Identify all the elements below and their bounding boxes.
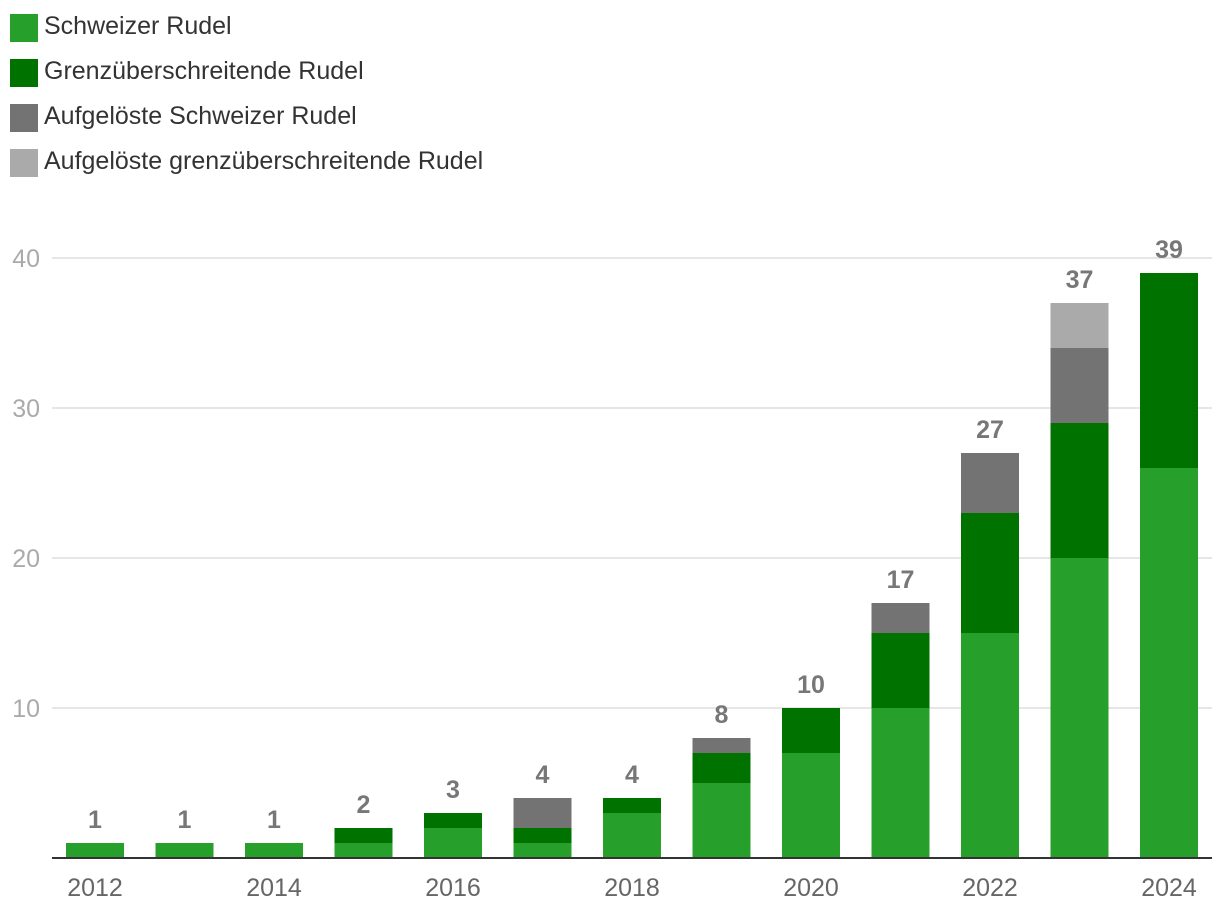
bar-2020-series-1: [782, 708, 840, 753]
total-label-2017: 4: [536, 761, 550, 789]
bar-2013-series-0: [155, 843, 214, 858]
total-label-2024: 39: [1155, 236, 1183, 264]
bar-2023-series-2: [1050, 348, 1109, 423]
bar-2019-series-0: [692, 783, 751, 858]
bar-2021-series-0: [871, 708, 930, 858]
bar-2022-series-0: [961, 633, 1019, 858]
x-tick-label: 2022: [962, 874, 1018, 902]
bar-2018-series-1: [603, 798, 661, 813]
y-tick-label: 40: [12, 245, 40, 273]
x-tick-label: 2018: [604, 874, 660, 902]
legend-label: Aufgelöste grenzüberschreitende Rudel: [44, 147, 484, 175]
bar-2012-series-0: [66, 843, 124, 858]
total-label-2015: 2: [357, 791, 371, 819]
bar-2022-series-2: [961, 453, 1019, 513]
total-label-2019: 8: [715, 701, 729, 729]
bar-2017-series-2: [513, 798, 572, 828]
bar-2016-series-0: [424, 828, 482, 858]
total-label-2016: 3: [446, 776, 460, 804]
bar-2021-series-2: [871, 603, 930, 633]
total-label-2021: 17: [887, 566, 915, 594]
y-tick-label: 30: [12, 395, 40, 423]
bar-2014-series-0: [245, 843, 303, 858]
bar-2018-series-0: [603, 813, 661, 858]
y-tick-label: 10: [12, 695, 40, 723]
legend-swatch: [10, 149, 38, 177]
bar-2023-series-1: [1050, 423, 1109, 558]
bar-2016-series-1: [424, 813, 482, 828]
bar-2020-series-0: [782, 753, 840, 858]
bar-2017-series-0: [513, 843, 572, 858]
x-tick-label: 2020: [783, 874, 839, 902]
total-label-2018: 4: [625, 761, 639, 789]
bar-2015-series-1: [334, 828, 393, 843]
bar-2019-series-2: [692, 738, 751, 753]
legend-label: Schweizer Rudel: [44, 12, 232, 40]
legend-swatch: [10, 59, 38, 87]
y-tick-label: 20: [12, 545, 40, 573]
legend-swatch: [10, 104, 38, 132]
legend-label: Grenzüberschreitende Rudel: [44, 57, 364, 85]
x-tick-label: 2014: [246, 874, 302, 902]
legend-label: Aufgelöste Schweizer Rudel: [44, 102, 357, 130]
x-tick-label: 2016: [425, 874, 481, 902]
total-label-2014: 1: [267, 806, 281, 834]
total-label-2013: 1: [178, 806, 192, 834]
total-label-2022: 27: [976, 416, 1004, 444]
bar-2017-series-1: [513, 828, 572, 843]
total-label-2023: 37: [1066, 266, 1094, 294]
legend-swatch: [10, 14, 38, 42]
total-label-2020: 10: [797, 671, 825, 699]
x-tick-label: 2012: [67, 874, 123, 902]
bar-2021-series-1: [871, 633, 930, 708]
total-label-2012: 1: [88, 806, 102, 834]
bar-2019-series-1: [692, 753, 751, 783]
bar-2023-series-3: [1050, 303, 1109, 348]
bar-2024-series-0: [1140, 468, 1198, 858]
x-tick-label: 2024: [1141, 874, 1197, 902]
bar-2022-series-1: [961, 513, 1019, 633]
bar-2015-series-0: [334, 843, 393, 858]
bar-2023-series-0: [1050, 558, 1109, 858]
bar-2024-series-1: [1140, 273, 1198, 468]
